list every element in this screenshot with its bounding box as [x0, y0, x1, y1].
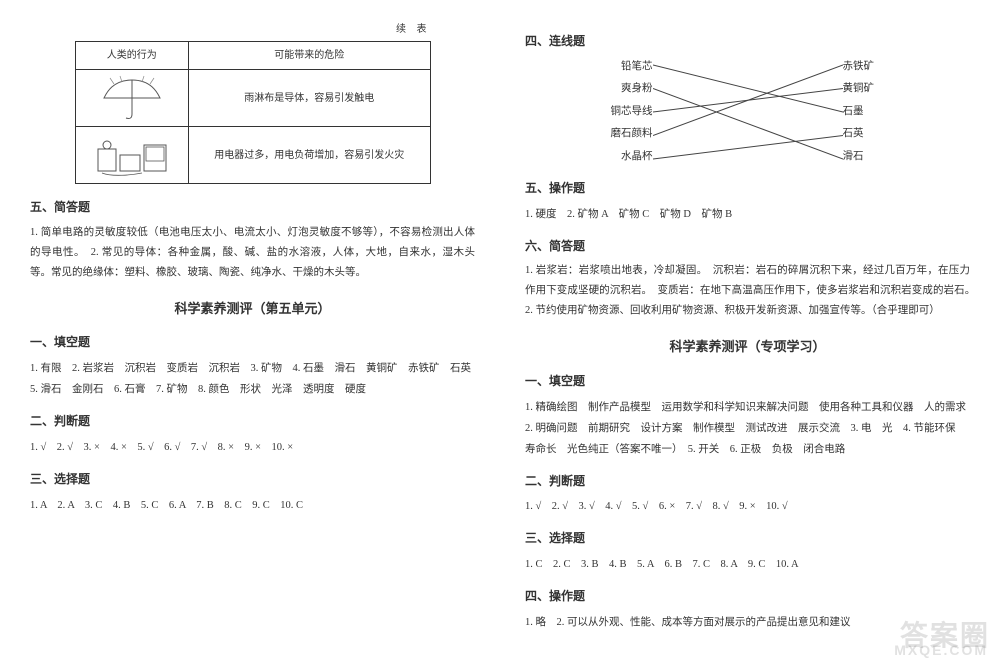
- conn-right-item: 滑石: [843, 147, 903, 167]
- answers-text: 1. √ 2. √ 3. √ 4. √ 5. √ 6. × 7. √ 8. √ …: [525, 496, 970, 517]
- section-heading: 六、简答题: [525, 235, 970, 258]
- section-heading: 一、填空题: [525, 370, 970, 393]
- answers-text: 1. 有限 2. 岩浆岩 沉积岩 变质岩 沉积岩 3. 矿物 4. 石墨 滑石 …: [30, 358, 475, 400]
- unit-title: 科学素养测评（专项学习）: [525, 335, 970, 360]
- section-heading: 二、判断题: [30, 410, 475, 433]
- body-text: 1. 岩浆岩：岩浆喷出地表，冷却凝固。 沉积岩：岩石的碎屑沉积下来，经过几百万年…: [525, 261, 970, 321]
- section-heading: 四、连线题: [525, 30, 970, 53]
- page: 续 表 人类的行为 可能带来的危险: [0, 0, 1000, 660]
- table-cell-text: 雨淋布是导体，容易引发触电: [189, 70, 430, 127]
- watermark-sub: MXQE.COM: [894, 642, 988, 658]
- table-row: 人类的行为 可能带来的危险: [75, 42, 430, 70]
- connection-diagram: 铅笔芯 爽身粉 铜芯导线 磨石颜料 水晶杯 赤铁矿 黄铜矿 石墨 石英 滑石: [593, 57, 903, 167]
- section-heading: 一、填空题: [30, 331, 475, 354]
- conn-right-item: 黄铜矿: [843, 79, 903, 99]
- conn-left-item: 爽身粉: [593, 79, 653, 99]
- table-cell-drawing: [75, 127, 189, 184]
- table-caption: 续 表: [75, 20, 431, 39]
- answers-text: 1. √ 2. √ 3. × 4. × 5. √ 6. √ 7. √ 8. × …: [30, 437, 475, 458]
- section-heading: 五、简答题: [30, 196, 475, 219]
- section-heading: 三、选择题: [30, 468, 475, 491]
- conn-right-item: 石英: [843, 124, 903, 144]
- table-cell-drawing: [75, 70, 189, 127]
- answers-text: 1. 硬度 2. 矿物 A 矿物 C 矿物 D 矿物 B: [525, 204, 970, 225]
- conn-left-item: 铜芯导线: [593, 102, 653, 122]
- answers-text: 1. A 2. A 3. C 4. B 5. C 6. A 7. B 8. C …: [30, 495, 475, 516]
- conn-right-item: 赤铁矿: [843, 57, 903, 77]
- section-heading: 五、操作题: [525, 177, 970, 200]
- appliances-icon: [92, 131, 172, 179]
- conn-left-item: 水晶杯: [593, 147, 653, 167]
- left-column: 续 表 人类的行为 可能带来的危险: [30, 20, 475, 640]
- conn-left-item: 磨石颜料: [593, 124, 653, 144]
- connection-left-list: 铅笔芯 爽身粉 铜芯导线 磨石颜料 水晶杯: [593, 57, 653, 167]
- table-header-left: 人类的行为: [75, 42, 189, 70]
- table-cell-text: 用电器过多，用电负荷增加，容易引发火灾: [189, 127, 430, 184]
- right-column: 四、连线题 铅笔芯 爽身粉 铜芯导线 磨石颜料 水晶杯 赤铁矿 黄铜矿 石墨 石…: [525, 20, 970, 640]
- section-heading: 三、选择题: [525, 527, 970, 550]
- unit-title: 科学素养测评（第五单元）: [30, 297, 475, 322]
- section-heading: 四、操作题: [525, 585, 970, 608]
- conn-right-item: 石墨: [843, 102, 903, 122]
- connection-right-list: 赤铁矿 黄铜矿 石墨 石英 滑石: [843, 57, 903, 167]
- answers-text: 1. 精确绘图 制作产品模型 运用数学和科学知识来解决问题 使用各种工具和仪器 …: [525, 397, 970, 460]
- table-row: 雨淋布是导体，容易引发触电: [75, 70, 430, 127]
- umbrella-icon: [92, 74, 172, 122]
- behavior-table: 人类的行为 可能带来的危险: [75, 41, 431, 184]
- connection-lines: [653, 57, 843, 167]
- table-row: 用电器过多，用电负荷增加，容易引发火灾: [75, 127, 430, 184]
- conn-left-item: 铅笔芯: [593, 57, 653, 77]
- body-text: 1. 简单电路的灵敏度较低（电池电压太小、电流太小、灯泡灵敏度不够等），不容易检…: [30, 223, 475, 283]
- table-header-right: 可能带来的危险: [189, 42, 430, 70]
- section-heading: 二、判断题: [525, 470, 970, 493]
- answers-text: 1. C 2. C 3. B 4. B 5. A 6. B 7. C 8. A …: [525, 554, 970, 575]
